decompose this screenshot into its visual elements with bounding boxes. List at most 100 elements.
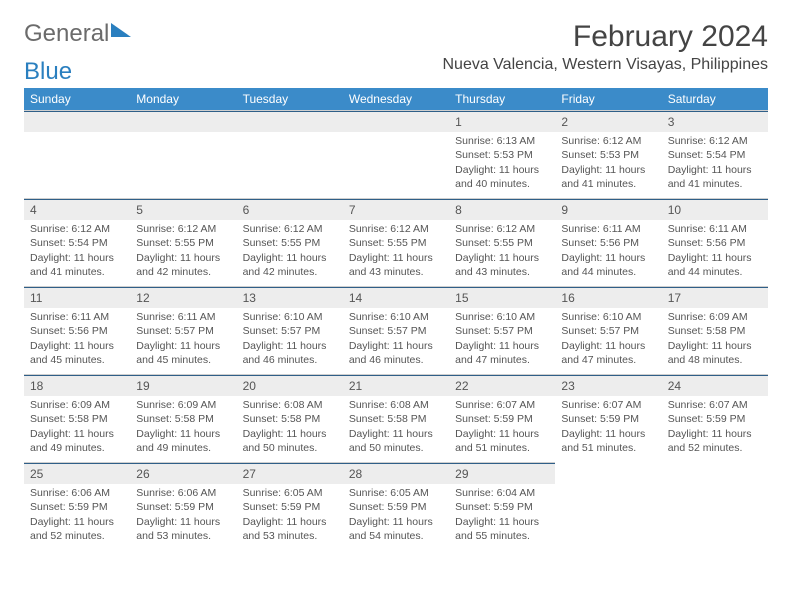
day-cell-10: 10Sunrise: 6:11 AMSunset: 5:56 PMDayligh… bbox=[662, 198, 768, 286]
day-info: Sunrise: 6:11 AMSunset: 5:56 PMDaylight:… bbox=[24, 308, 130, 371]
day-cell-27: 27Sunrise: 6:05 AMSunset: 5:59 PMDayligh… bbox=[237, 462, 343, 550]
day-info: Sunrise: 6:12 AMSunset: 5:55 PMDaylight:… bbox=[343, 220, 449, 283]
day-number: 22 bbox=[449, 375, 555, 396]
day-cell-4: 4Sunrise: 6:12 AMSunset: 5:54 PMDaylight… bbox=[24, 198, 130, 286]
logo-triangle-icon bbox=[111, 23, 131, 37]
day-info: Sunrise: 6:06 AMSunset: 5:59 PMDaylight:… bbox=[130, 484, 236, 547]
day-cell-6: 6Sunrise: 6:12 AMSunset: 5:55 PMDaylight… bbox=[237, 198, 343, 286]
day-cell-28: 28Sunrise: 6:05 AMSunset: 5:59 PMDayligh… bbox=[343, 462, 449, 550]
day-number: 10 bbox=[662, 199, 768, 220]
day-number: 25 bbox=[24, 463, 130, 484]
day-info: Sunrise: 6:12 AMSunset: 5:55 PMDaylight:… bbox=[449, 220, 555, 283]
day-number: 17 bbox=[662, 287, 768, 308]
day-number: 29 bbox=[449, 463, 555, 484]
day-cell-18: 18Sunrise: 6:09 AMSunset: 5:58 PMDayligh… bbox=[24, 374, 130, 462]
empty-cell: . bbox=[237, 110, 343, 198]
day-number: 12 bbox=[130, 287, 236, 308]
day-number: 24 bbox=[662, 375, 768, 396]
day-info: Sunrise: 6:10 AMSunset: 5:57 PMDaylight:… bbox=[555, 308, 661, 371]
day-cell-26: 26Sunrise: 6:06 AMSunset: 5:59 PMDayligh… bbox=[130, 462, 236, 550]
day-number: 13 bbox=[237, 287, 343, 308]
day-info: Sunrise: 6:10 AMSunset: 5:57 PMDaylight:… bbox=[449, 308, 555, 371]
day-cell-11: 11Sunrise: 6:11 AMSunset: 5:56 PMDayligh… bbox=[24, 286, 130, 374]
day-cell-22: 22Sunrise: 6:07 AMSunset: 5:59 PMDayligh… bbox=[449, 374, 555, 462]
day-cell-14: 14Sunrise: 6:10 AMSunset: 5:57 PMDayligh… bbox=[343, 286, 449, 374]
dayheader-friday: Friday bbox=[555, 88, 661, 110]
dayheader-thursday: Thursday bbox=[449, 88, 555, 110]
day-info: Sunrise: 6:12 AMSunset: 5:54 PMDaylight:… bbox=[24, 220, 130, 283]
day-number: 15 bbox=[449, 287, 555, 308]
day-number: 1 bbox=[449, 111, 555, 132]
empty-cell: . bbox=[343, 110, 449, 198]
day-info: Sunrise: 6:05 AMSunset: 5:59 PMDaylight:… bbox=[237, 484, 343, 547]
day-info: Sunrise: 6:12 AMSunset: 5:53 PMDaylight:… bbox=[555, 132, 661, 195]
day-cell-8: 8Sunrise: 6:12 AMSunset: 5:55 PMDaylight… bbox=[449, 198, 555, 286]
logo-text-1: General bbox=[24, 20, 109, 48]
day-info: Sunrise: 6:13 AMSunset: 5:53 PMDaylight:… bbox=[449, 132, 555, 195]
dayheader-sunday: Sunday bbox=[24, 88, 130, 110]
day-info: Sunrise: 6:09 AMSunset: 5:58 PMDaylight:… bbox=[130, 396, 236, 459]
day-cell-2: 2Sunrise: 6:12 AMSunset: 5:53 PMDaylight… bbox=[555, 110, 661, 198]
dayheader-tuesday: Tuesday bbox=[237, 88, 343, 110]
day-info: Sunrise: 6:08 AMSunset: 5:58 PMDaylight:… bbox=[343, 396, 449, 459]
day-cell-24: 24Sunrise: 6:07 AMSunset: 5:59 PMDayligh… bbox=[662, 374, 768, 462]
day-number: 26 bbox=[130, 463, 236, 484]
day-info: Sunrise: 6:12 AMSunset: 5:55 PMDaylight:… bbox=[130, 220, 236, 283]
month-title: February 2024 bbox=[442, 20, 768, 54]
day-number: 3 bbox=[662, 111, 768, 132]
day-info: Sunrise: 6:07 AMSunset: 5:59 PMDaylight:… bbox=[662, 396, 768, 459]
day-info: Sunrise: 6:08 AMSunset: 5:58 PMDaylight:… bbox=[237, 396, 343, 459]
day-cell-5: 5Sunrise: 6:12 AMSunset: 5:55 PMDaylight… bbox=[130, 198, 236, 286]
day-info: Sunrise: 6:11 AMSunset: 5:57 PMDaylight:… bbox=[130, 308, 236, 371]
empty-cell: . bbox=[24, 110, 130, 198]
day-info: Sunrise: 6:12 AMSunset: 5:55 PMDaylight:… bbox=[237, 220, 343, 283]
day-cell-25: 25Sunrise: 6:06 AMSunset: 5:59 PMDayligh… bbox=[24, 462, 130, 550]
day-cell-1: 1Sunrise: 6:13 AMSunset: 5:53 PMDaylight… bbox=[449, 110, 555, 198]
day-info: Sunrise: 6:07 AMSunset: 5:59 PMDaylight:… bbox=[449, 396, 555, 459]
day-number: 9 bbox=[555, 199, 661, 220]
day-number: 5 bbox=[130, 199, 236, 220]
day-number: 16 bbox=[555, 287, 661, 308]
day-number: 14 bbox=[343, 287, 449, 308]
day-number: 7 bbox=[343, 199, 449, 220]
day-cell-29: 29Sunrise: 6:04 AMSunset: 5:59 PMDayligh… bbox=[449, 462, 555, 550]
day-number: 11 bbox=[24, 287, 130, 308]
logo: General bbox=[24, 20, 131, 48]
day-info: Sunrise: 6:06 AMSunset: 5:59 PMDaylight:… bbox=[24, 484, 130, 547]
day-info: Sunrise: 6:10 AMSunset: 5:57 PMDaylight:… bbox=[343, 308, 449, 371]
day-info: Sunrise: 6:07 AMSunset: 5:59 PMDaylight:… bbox=[555, 396, 661, 459]
day-cell-7: 7Sunrise: 6:12 AMSunset: 5:55 PMDaylight… bbox=[343, 198, 449, 286]
day-info: Sunrise: 6:09 AMSunset: 5:58 PMDaylight:… bbox=[24, 396, 130, 459]
day-cell-16: 16Sunrise: 6:10 AMSunset: 5:57 PMDayligh… bbox=[555, 286, 661, 374]
day-info: Sunrise: 6:09 AMSunset: 5:58 PMDaylight:… bbox=[662, 308, 768, 371]
day-info: Sunrise: 6:04 AMSunset: 5:59 PMDaylight:… bbox=[449, 484, 555, 547]
day-cell-12: 12Sunrise: 6:11 AMSunset: 5:57 PMDayligh… bbox=[130, 286, 236, 374]
day-cell-23: 23Sunrise: 6:07 AMSunset: 5:59 PMDayligh… bbox=[555, 374, 661, 462]
day-cell-19: 19Sunrise: 6:09 AMSunset: 5:58 PMDayligh… bbox=[130, 374, 236, 462]
day-number: 2 bbox=[555, 111, 661, 132]
dayheader-saturday: Saturday bbox=[662, 88, 768, 110]
day-info: Sunrise: 6:11 AMSunset: 5:56 PMDaylight:… bbox=[555, 220, 661, 283]
day-cell-3: 3Sunrise: 6:12 AMSunset: 5:54 PMDaylight… bbox=[662, 110, 768, 198]
day-number: 19 bbox=[130, 375, 236, 396]
day-number: 8 bbox=[449, 199, 555, 220]
day-cell-13: 13Sunrise: 6:10 AMSunset: 5:57 PMDayligh… bbox=[237, 286, 343, 374]
day-info: Sunrise: 6:05 AMSunset: 5:59 PMDaylight:… bbox=[343, 484, 449, 547]
dayheader-monday: Monday bbox=[130, 88, 236, 110]
day-cell-15: 15Sunrise: 6:10 AMSunset: 5:57 PMDayligh… bbox=[449, 286, 555, 374]
day-number: 6 bbox=[237, 199, 343, 220]
empty-cell: . bbox=[130, 110, 236, 198]
day-number: 21 bbox=[343, 375, 449, 396]
day-info: Sunrise: 6:10 AMSunset: 5:57 PMDaylight:… bbox=[237, 308, 343, 371]
day-cell-20: 20Sunrise: 6:08 AMSunset: 5:58 PMDayligh… bbox=[237, 374, 343, 462]
day-info: Sunrise: 6:11 AMSunset: 5:56 PMDaylight:… bbox=[662, 220, 768, 283]
logo-text-2: Blue bbox=[24, 58, 72, 85]
day-number: 28 bbox=[343, 463, 449, 484]
dayheader-wednesday: Wednesday bbox=[343, 88, 449, 110]
day-cell-9: 9Sunrise: 6:11 AMSunset: 5:56 PMDaylight… bbox=[555, 198, 661, 286]
day-info: Sunrise: 6:12 AMSunset: 5:54 PMDaylight:… bbox=[662, 132, 768, 195]
day-number: 4 bbox=[24, 199, 130, 220]
day-number: 23 bbox=[555, 375, 661, 396]
day-number: 27 bbox=[237, 463, 343, 484]
day-number: 20 bbox=[237, 375, 343, 396]
